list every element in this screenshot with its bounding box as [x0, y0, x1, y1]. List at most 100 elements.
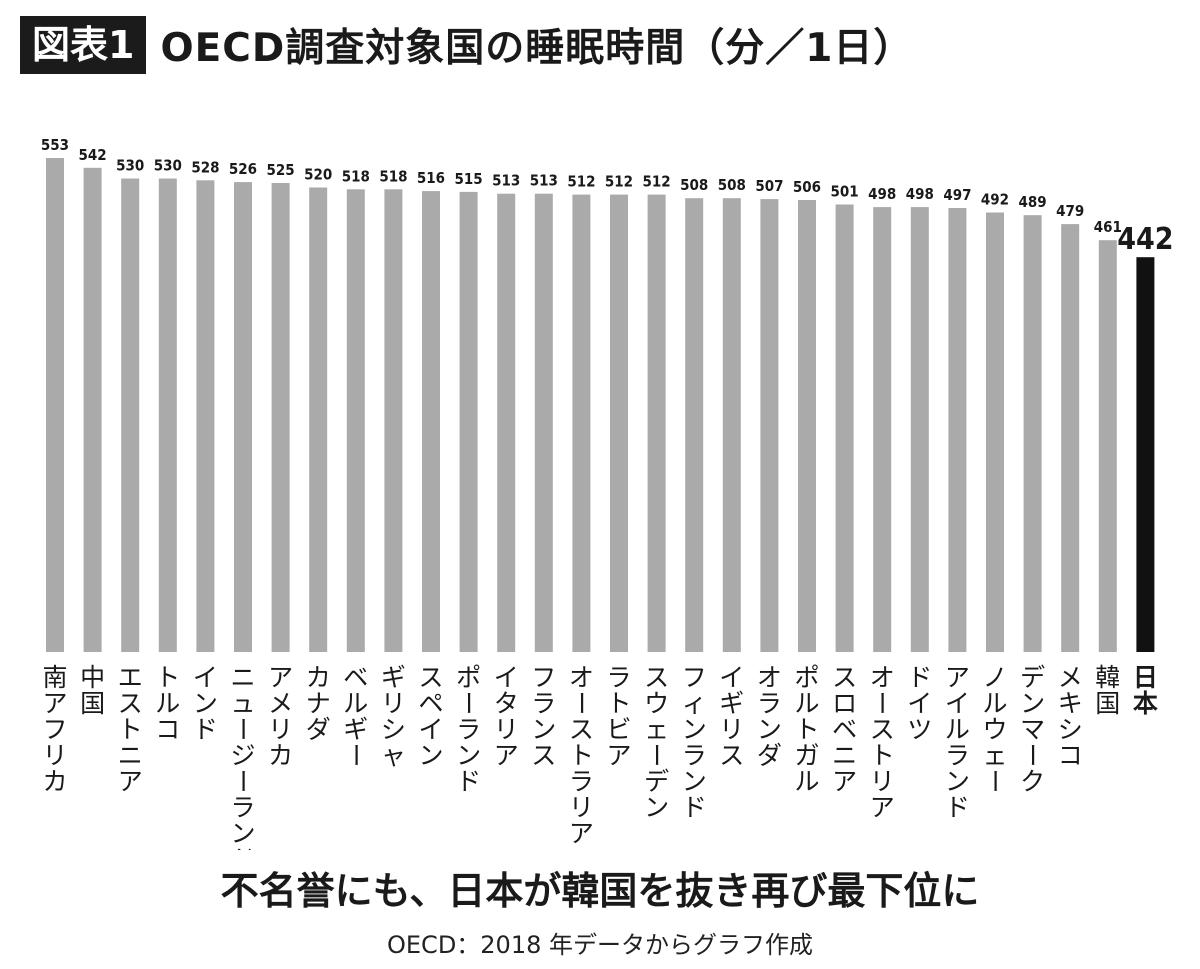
category-label: 韓国 [1095, 663, 1120, 718]
svg-text:ド: ド [193, 715, 218, 744]
figure-label-badge: 図表1 [20, 16, 147, 74]
svg-text:ン: ン [456, 741, 481, 770]
bar [986, 212, 1004, 652]
svg-text:ギ: ギ [719, 689, 744, 718]
svg-text:ス: ス [719, 741, 744, 770]
bar-value-label: 513 [530, 172, 558, 190]
svg-text:ル: ル [945, 715, 970, 744]
bar [910, 207, 929, 652]
svg-text:ド: ド [682, 793, 707, 822]
svg-text:ィ: ィ [682, 689, 707, 718]
svg-text:ラ: ラ [531, 689, 556, 718]
bar [873, 207, 892, 652]
svg-text:メ: メ [268, 689, 293, 718]
svg-text:フ: フ [531, 663, 556, 692]
svg-text:イ: イ [945, 689, 970, 718]
svg-text:ド: ド [945, 793, 970, 822]
svg-text:ン: ン [682, 767, 707, 796]
svg-text:ア: ア [606, 741, 631, 770]
bar-value-label: 553 [41, 136, 69, 154]
category-label: ニュージーランド [228, 663, 257, 850]
svg-text:カ: カ [306, 663, 331, 692]
svg-text:デ: デ [1020, 663, 1045, 692]
bar [1098, 240, 1117, 652]
svg-text:ス: ス [832, 663, 857, 692]
bar-value-label: 501 [831, 183, 859, 201]
svg-text:ス: ス [569, 715, 594, 744]
bar-value-label: 506 [793, 178, 821, 196]
svg-text:リ: リ [268, 715, 293, 744]
category-label: インド [193, 663, 218, 744]
bar-value-label: 508 [718, 176, 746, 194]
svg-text:ウ: ウ [982, 715, 1007, 744]
svg-text:コ: コ [1058, 741, 1083, 770]
svg-text:リ: リ [870, 767, 895, 796]
svg-text:イ: イ [907, 689, 932, 718]
bar-value-label: 497 [943, 186, 971, 204]
svg-text:フ: フ [682, 663, 707, 692]
svg-text:ー: ー [980, 768, 1009, 793]
bar [572, 194, 591, 652]
category-label: ドイツ [907, 663, 932, 744]
svg-text:ナ: ナ [306, 689, 331, 718]
svg-text:リ: リ [719, 715, 744, 744]
bar-value-label: 489 [1019, 193, 1047, 211]
bar-value-label: 526 [229, 160, 257, 178]
svg-text:ラ: ラ [682, 741, 707, 770]
bar-value-label: 525 [267, 161, 295, 179]
svg-text:ツ: ツ [907, 715, 932, 744]
svg-text:ギ: ギ [381, 663, 406, 692]
svg-text:ン: ン [1020, 689, 1045, 718]
bar-value-label: 513 [492, 172, 520, 190]
svg-text:ラ: ラ [945, 741, 970, 770]
svg-text:ト: ト [569, 741, 594, 770]
svg-text:イ: イ [494, 663, 519, 692]
bar-value-label: 512 [605, 173, 633, 191]
svg-text:ル: ル [155, 689, 180, 718]
svg-text:ン: ン [531, 715, 556, 744]
bar [46, 158, 64, 652]
svg-text:南: 南 [42, 663, 67, 692]
svg-text:ト: ト [870, 741, 895, 770]
bar [346, 189, 365, 653]
svg-text:デ: デ [644, 767, 669, 796]
bar-value-label: 479 [1056, 202, 1084, 220]
svg-text:ン: ン [230, 819, 255, 848]
svg-text:マ: マ [1020, 715, 1045, 744]
source-note: OECD：2018 年データからグラフ作成 [387, 931, 813, 959]
svg-text:メ: メ [1058, 663, 1083, 692]
category-label: トルコ [155, 663, 180, 744]
svg-text:韓: 韓 [1095, 663, 1120, 692]
svg-text:ー: ー [867, 690, 896, 715]
bar [234, 182, 252, 652]
svg-text:国: 国 [1095, 689, 1120, 718]
svg-text:本: 本 [1133, 689, 1158, 718]
svg-text:ン: ン [757, 715, 782, 744]
svg-text:ン: ン [193, 689, 218, 718]
svg-text:ウ: ウ [644, 689, 669, 718]
svg-text:ロ: ロ [832, 689, 857, 718]
bar [722, 198, 741, 652]
bar-value-label: 530 [154, 157, 182, 175]
svg-text:ー: ー [341, 742, 370, 767]
svg-text:ニ: ニ [230, 663, 255, 692]
bar [309, 187, 328, 652]
svg-text:ス: ス [118, 689, 143, 718]
chart-caption: 不名誉にも、日本が韓国を抜き再び最下位に [220, 869, 980, 913]
bar-value-label: 542 [79, 146, 107, 164]
svg-text:ラ: ラ [569, 767, 594, 796]
bar [83, 167, 102, 653]
svg-text:ア: ア [945, 663, 970, 692]
bar-value-label: 508 [680, 176, 708, 194]
svg-text:ン: ン [945, 767, 970, 796]
svg-text:ポ: ポ [794, 663, 819, 692]
svg-text:ュ: ュ [230, 689, 255, 718]
svg-text:リ: リ [381, 689, 406, 718]
